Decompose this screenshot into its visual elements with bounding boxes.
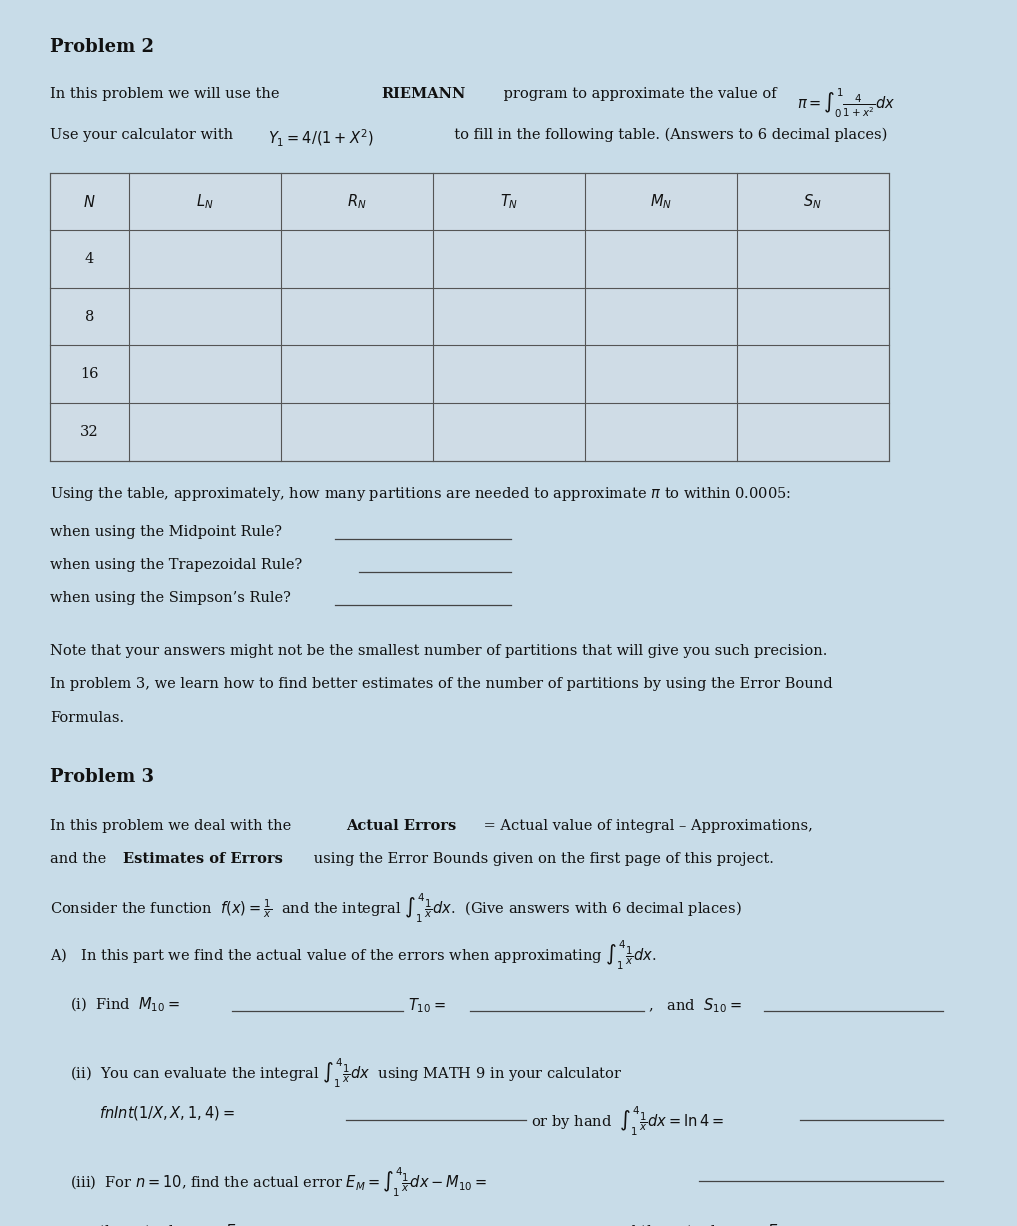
Text: $L_N$: $L_N$ xyxy=(196,192,214,211)
Text: the actual error  $E_T = $: the actual error $E_T = $ xyxy=(100,1222,257,1226)
Text: ,   and  $S_{10} = $: , and $S_{10} = $ xyxy=(649,996,742,1015)
Text: 16: 16 xyxy=(80,368,99,381)
Text: $fnInt(1/X, X, 1, 4) = $: $fnInt(1/X, X, 1, 4) = $ xyxy=(100,1105,235,1123)
Text: Formulas.: Formulas. xyxy=(51,711,124,725)
Text: $N$: $N$ xyxy=(83,194,96,210)
Text: ,   and the actual error  $E_s = $: , and the actual error $E_s = $ xyxy=(590,1222,797,1226)
Text: A)   In this part we find the actual value of the errors when approximating $\in: A) In this part we find the actual value… xyxy=(51,938,657,972)
Text: 4: 4 xyxy=(85,253,95,266)
Text: $M_N$: $M_N$ xyxy=(650,192,671,211)
Text: 32: 32 xyxy=(80,424,99,439)
Text: using the Error Bounds given on the first page of this project.: using the Error Bounds given on the firs… xyxy=(309,852,774,866)
Text: $\pi = \int_0^1 \frac{4}{1+x^2}dx$: $\pi = \int_0^1 \frac{4}{1+x^2}dx$ xyxy=(797,87,896,120)
Text: to fill in the following table. (Answers to 6 decimal places): to fill in the following table. (Answers… xyxy=(444,128,887,142)
Text: $T_N$: $T_N$ xyxy=(499,192,518,211)
Text: Problem 3: Problem 3 xyxy=(51,767,155,786)
Text: and the: and the xyxy=(51,852,111,866)
Text: In this problem we will use the: In this problem we will use the xyxy=(51,87,285,101)
Bar xyxy=(51,173,889,461)
Text: Problem 2: Problem 2 xyxy=(51,38,155,56)
Text: $Y_1 = 4/(1+X^2)$: $Y_1 = 4/(1+X^2)$ xyxy=(268,128,373,148)
Text: Use your calculator with: Use your calculator with xyxy=(51,128,243,141)
Text: Consider the function  $f(x) = \frac{1}{x}$  and the integral $\int_1^4 \frac{1}: Consider the function $f(x) = \frac{1}{x… xyxy=(51,893,742,926)
Text: when using the Trapezoidal Rule?: when using the Trapezoidal Rule? xyxy=(51,558,303,571)
Text: $S_N$: $S_N$ xyxy=(803,192,822,211)
Text: (i)  Find  $M_{10} = $: (i) Find $M_{10} = $ xyxy=(70,996,180,1014)
Text: In this problem we deal with the: In this problem we deal with the xyxy=(51,819,296,832)
Text: program to approximate the value of: program to approximate the value of xyxy=(499,87,786,101)
Text: = Actual value of integral – Approximations,: = Actual value of integral – Approximati… xyxy=(479,819,813,832)
Text: Actual Errors: Actual Errors xyxy=(347,819,457,832)
Text: $T_{10} = $: $T_{10} = $ xyxy=(408,996,446,1015)
Text: Note that your answers might not be the smallest number of partitions that will : Note that your answers might not be the … xyxy=(51,644,828,658)
Text: Estimates of Errors: Estimates of Errors xyxy=(123,852,283,866)
Text: Using the table, approximately, how many partitions are needed to approximate $\: Using the table, approximately, how many… xyxy=(51,484,791,503)
Text: or by hand  $\int_1^4 \frac{1}{x}dx = \ln 4 = $: or by hand $\int_1^4 \frac{1}{x}dx = \ln… xyxy=(531,1105,724,1138)
Text: (iii)  For $n = 10$, find the actual error $E_M = \int_1^4 \frac{1}{x}dx - M_{10: (iii) For $n = 10$, find the actual erro… xyxy=(70,1165,487,1199)
Text: when using the Midpoint Rule?: when using the Midpoint Rule? xyxy=(51,525,283,538)
Text: when using the Simpson’s Rule?: when using the Simpson’s Rule? xyxy=(51,591,291,606)
Text: RIEMANN: RIEMANN xyxy=(381,87,466,101)
Text: 8: 8 xyxy=(85,310,95,324)
Text: (ii)  You can evaluate the integral $\int_1^4 \frac{1}{x}dx$  using MATH 9 in yo: (ii) You can evaluate the integral $\int… xyxy=(70,1057,622,1090)
Text: In problem 3, we learn how to find better estimates of the number of partitions : In problem 3, we learn how to find bette… xyxy=(51,678,833,691)
Text: $R_N$: $R_N$ xyxy=(347,192,366,211)
